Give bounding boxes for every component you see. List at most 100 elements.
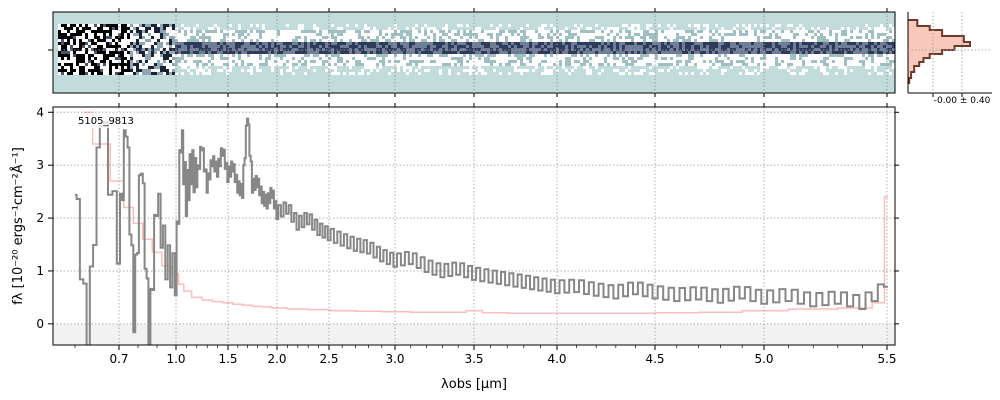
- twod-pixel: [322, 57, 325, 60]
- twod-pixel: [184, 66, 187, 69]
- twod-pixel: [814, 63, 817, 66]
- twod-pixel: [721, 39, 724, 42]
- twod-pixel: [688, 54, 691, 57]
- twod-pixel: [352, 54, 355, 57]
- twod-pixel: [181, 45, 184, 48]
- twod-pixel: [160, 45, 163, 48]
- twod-pixel: [811, 30, 814, 33]
- twod-pixel: [841, 42, 844, 45]
- twod-pixel: [442, 45, 445, 48]
- twod-pixel: [649, 45, 652, 48]
- twod-pixel: [649, 63, 652, 66]
- twod-pixel: [877, 42, 880, 45]
- twod-pixel: [367, 51, 370, 54]
- twod-pixel: [481, 72, 484, 75]
- twod-pixel: [307, 45, 310, 48]
- twod-pixel: [673, 45, 676, 48]
- twod-pixel: [178, 42, 181, 45]
- twod-pixel: [865, 60, 868, 63]
- twod-pixel: [649, 48, 652, 51]
- twod-pixel: [703, 54, 706, 57]
- twod-pixel: [532, 36, 535, 39]
- twod-pixel: [634, 60, 637, 63]
- twod-pixel: [526, 48, 529, 51]
- twod-pixel: [820, 45, 823, 48]
- twod-pixel: [883, 45, 886, 48]
- twod-pixel: [544, 48, 547, 51]
- twod-pixel: [133, 54, 136, 57]
- twod-pixel: [535, 63, 538, 66]
- twod-pixel: [253, 48, 256, 51]
- twod-pixel: [673, 57, 676, 60]
- twod-pixel: [274, 42, 277, 45]
- twod-pixel: [115, 36, 118, 39]
- twod-pixel: [160, 42, 163, 45]
- twod-pixel: [679, 72, 682, 75]
- twod-pixel: [478, 69, 481, 72]
- twod-pixel: [316, 57, 319, 60]
- twod-pixel: [112, 69, 115, 72]
- twod-pixel: [586, 36, 589, 39]
- twod-pixel: [781, 54, 784, 57]
- twod-pixel: [334, 45, 337, 48]
- twod-pixel: [823, 69, 826, 72]
- twod-pixel: [307, 66, 310, 69]
- twod-pixel: [880, 51, 883, 54]
- twod-pixel: [169, 48, 172, 51]
- twod-pixel: [694, 36, 697, 39]
- twod-pixel: [835, 36, 838, 39]
- twod-pixel: [376, 54, 379, 57]
- twod-pixel: [190, 63, 193, 66]
- twod-pixel: [862, 36, 865, 39]
- twod-pixel: [76, 51, 79, 54]
- twod-pixel: [568, 57, 571, 60]
- twod-pixel: [742, 57, 745, 60]
- twod-pixel: [490, 42, 493, 45]
- twod-pixel: [169, 60, 172, 63]
- twod-pixel: [622, 72, 625, 75]
- twod-pixel: [520, 27, 523, 30]
- twod-pixel: [220, 60, 223, 63]
- twod-pixel: [529, 42, 532, 45]
- twod-pixel: [523, 45, 526, 48]
- twod-pixel: [358, 57, 361, 60]
- twod-pixel: [385, 63, 388, 66]
- twod-pixel: [577, 45, 580, 48]
- twod-pixel: [595, 60, 598, 63]
- twod-pixel: [625, 69, 628, 72]
- twod-pixel: [511, 54, 514, 57]
- twod-pixel: [817, 63, 820, 66]
- twod-pixel: [397, 51, 400, 54]
- twod-pixel: [361, 51, 364, 54]
- twod-pixel: [796, 54, 799, 57]
- twod-pixel: [64, 27, 67, 30]
- twod-pixel: [835, 54, 838, 57]
- twod-pixel: [70, 39, 73, 42]
- twod-pixel: [415, 51, 418, 54]
- twod-pixel: [874, 45, 877, 48]
- twod-pixel: [412, 39, 415, 42]
- twod-pixel: [400, 39, 403, 42]
- twod-pixel: [469, 66, 472, 69]
- twod-pixel: [673, 36, 676, 39]
- twod-pixel: [580, 39, 583, 42]
- twod-pixel: [244, 63, 247, 66]
- twod-pixel: [850, 39, 853, 42]
- twod-pixel: [538, 54, 541, 57]
- twod-pixel: [766, 24, 769, 27]
- twod-pixel: [838, 33, 841, 36]
- twod-pixel: [355, 45, 358, 48]
- twod-pixel: [592, 57, 595, 60]
- twod-pixel: [235, 30, 238, 33]
- twod-pixel: [412, 60, 415, 63]
- twod-pixel: [826, 45, 829, 48]
- twod-pixel: [202, 42, 205, 45]
- twod-pixel: [280, 36, 283, 39]
- twod-pixel: [184, 42, 187, 45]
- twod-pixel: [202, 54, 205, 57]
- twod-pixel: [274, 57, 277, 60]
- twod-pixel: [58, 60, 61, 63]
- twod-pixel: [463, 45, 466, 48]
- twod-pixel: [697, 24, 700, 27]
- twod-pixel: [571, 63, 574, 66]
